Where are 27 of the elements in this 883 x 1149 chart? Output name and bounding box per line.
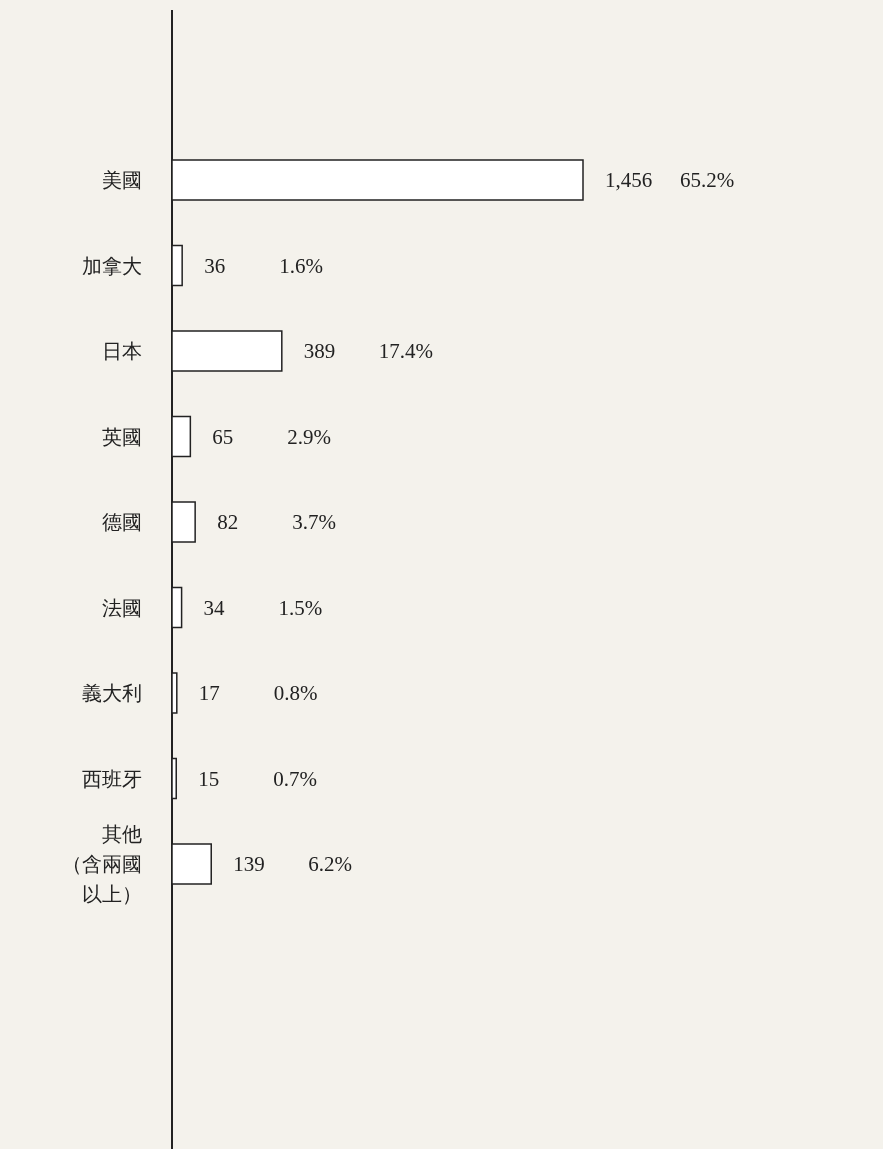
data-label: 1,456 [605, 168, 653, 192]
annotation: 1.6% [279, 253, 323, 278]
data-label: 34 [203, 595, 226, 620]
y-tick-label: 其他（含兩國以上） [62, 823, 142, 905]
annotation: 1.5% [278, 595, 323, 620]
y-tick-label: 英國 [102, 425, 142, 448]
data-label: 17 [198, 681, 220, 705]
annotation: 6.2% [308, 852, 352, 876]
annotation: 0.8% [273, 681, 318, 705]
y-tick-label: 西班牙 [82, 767, 142, 790]
annotation: 17.4% [378, 339, 434, 363]
y-tick-label: 加拿大 [82, 254, 142, 277]
data-label: 65 [212, 424, 234, 449]
y-tick-label: 德國 [102, 511, 142, 533]
data-label: 389 [303, 339, 336, 363]
data-label: 139 [233, 852, 265, 876]
annotation: 0.7% [273, 766, 317, 791]
y-tick-label: 美國 [102, 169, 142, 191]
annotation: 2.9% [287, 424, 332, 449]
data-label: 15 [198, 766, 220, 791]
y-tick-label: 義大利 [82, 682, 142, 704]
data-label: 36 [204, 253, 226, 278]
annotation: 3.7% [292, 510, 336, 534]
y-tick-label: 法國 [102, 596, 142, 619]
y-tick-label: 日本 [102, 340, 142, 362]
data-label: 82 [217, 510, 239, 534]
text: 65.2% [680, 168, 735, 192]
